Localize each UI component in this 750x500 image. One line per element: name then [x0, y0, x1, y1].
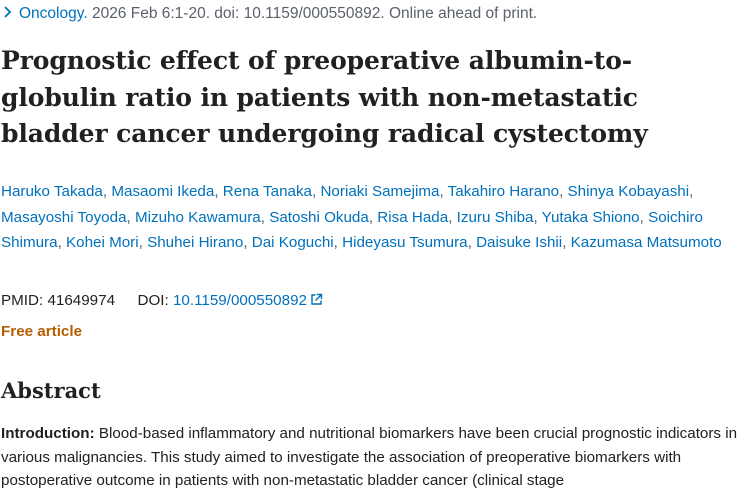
author-link[interactable]: Takahiro Harano: [447, 183, 560, 200]
author-separator: ,: [333, 234, 343, 251]
author-separator: ,: [312, 183, 321, 200]
author-link[interactable]: Daisuke Ishii: [476, 234, 563, 251]
author-link[interactable]: Izuru Shiba: [456, 208, 534, 226]
author-separator: ,: [368, 208, 378, 226]
author-link[interactable]: Rena Tanaka: [222, 183, 313, 200]
author-link[interactable]: Masayoshi Toyoda: [1, 208, 127, 226]
author-link[interactable]: Shuhei Hirano: [147, 234, 244, 251]
author-separator: ,: [562, 234, 571, 251]
doi-link[interactable]: 10.1159/000550892: [172, 292, 307, 309]
author-link[interactable]: Kohei Mori: [66, 234, 139, 251]
author-separator: ,: [689, 183, 694, 200]
author-separator: ,: [559, 183, 568, 200]
free-article-badge: Free article: [1, 323, 83, 340]
abstract-paragraph: Introduction: Blood-based inflammatory a…: [1, 422, 750, 493]
chevron-right-icon[interactable]: [1, 5, 15, 19]
author-separator: ,: [126, 208, 135, 226]
author-link[interactable]: Soichiro Shimura: [1, 208, 703, 252]
author-link[interactable]: Risa Hada: [377, 208, 449, 226]
doi-label: DOI:: [137, 292, 169, 309]
author-separator: ,: [448, 208, 457, 226]
authors-list: Haruko Takada, Masaomi Ikeda, Rena Tanak…: [1, 179, 749, 256]
identifiers: PMID: 41649974 DOI: 10.1159/000550892: [1, 290, 323, 312]
author-link[interactable]: Satoshi Okuda: [269, 208, 369, 226]
pmid-value: 41649974: [47, 292, 116, 309]
author-separator: ,: [214, 183, 223, 200]
citation-line: Oncology. 2026 Feb 6:1-20. doi: 10.1159/…: [1, 4, 537, 24]
introduction-label: Introduction:: [1, 425, 95, 442]
author-separator: ,: [439, 183, 448, 200]
author-link[interactable]: Haruko Takada: [1, 183, 103, 200]
author-link[interactable]: Shinya Kobayashi: [567, 183, 690, 200]
author-separator: ,: [467, 234, 477, 251]
author-separator: ,: [243, 234, 252, 251]
pmid-label: PMID:: [1, 292, 44, 309]
author-separator: ,: [57, 234, 67, 251]
author-link[interactable]: Mizuho Kawamura: [134, 208, 261, 226]
citation-details: 2026 Feb 6:1-20. doi: 10.1159/000550892.…: [87, 5, 538, 22]
author-link[interactable]: Noriaki Samejima: [320, 183, 440, 200]
introduction-text: Blood-based inflammatory and nutritional…: [1, 425, 738, 489]
author-separator: ,: [138, 234, 148, 251]
author-link[interactable]: Yutaka Shiono: [541, 208, 640, 226]
author-link[interactable]: Kazumasa Matsumoto: [570, 234, 722, 251]
author-separator: ,: [533, 208, 542, 226]
author-separator: ,: [260, 208, 270, 226]
author-link[interactable]: Masaomi Ikeda: [111, 183, 215, 200]
author-link[interactable]: Hideyasu Tsumura: [342, 234, 468, 251]
journal-link[interactable]: Oncology.: [19, 5, 88, 22]
author-separator: ,: [639, 208, 649, 226]
author-separator: ,: [102, 183, 112, 200]
article-title: Prognostic effect of preoperative albumi…: [1, 46, 648, 148]
external-link-icon[interactable]: [310, 293, 323, 306]
abstract-heading: Abstract: [1, 378, 101, 403]
author-link[interactable]: Dai Koguchi: [251, 234, 334, 251]
